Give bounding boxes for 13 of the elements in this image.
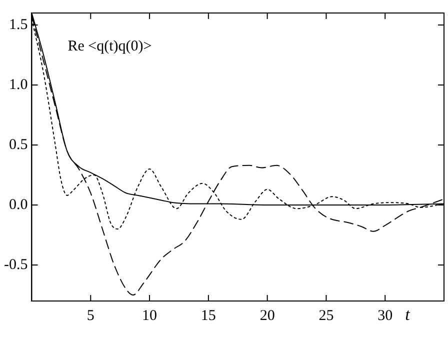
x-tick-label: 25 bbox=[318, 308, 334, 324]
x-tick-label: 5 bbox=[86, 308, 94, 324]
y-tick-label: -0.5 bbox=[4, 256, 28, 273]
y-tick-label: 0.5 bbox=[8, 136, 28, 153]
x-tick-label: 15 bbox=[200, 308, 216, 324]
x-axis-title: t bbox=[405, 304, 412, 324]
x-tick-label: 30 bbox=[378, 308, 393, 324]
annotation: Re <q(t)q(0)> bbox=[68, 38, 152, 54]
y-tick-label: 0.0 bbox=[8, 196, 28, 213]
y-tick-label: 1.0 bbox=[8, 76, 28, 93]
x-tick-label: 20 bbox=[260, 308, 275, 324]
x-tick-label: 10 bbox=[142, 308, 158, 324]
y-tick-label: 1.5 bbox=[8, 16, 28, 33]
